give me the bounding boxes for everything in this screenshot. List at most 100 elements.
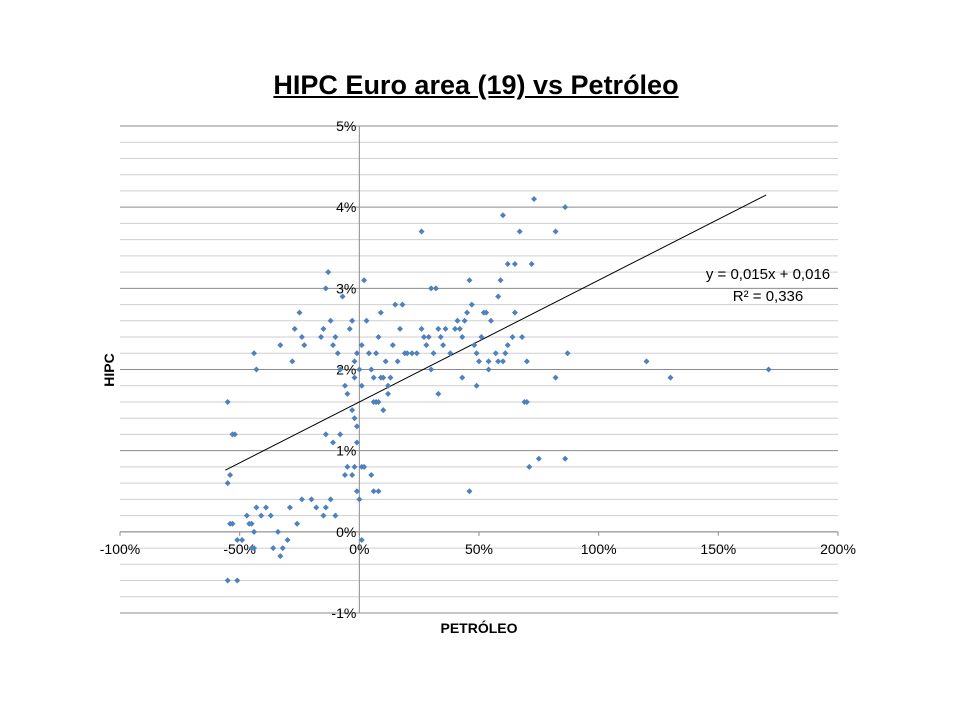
scatter-point [435, 390, 442, 397]
scatter-point [552, 228, 559, 235]
trendline-group [225, 194, 767, 471]
scatter-point [294, 520, 301, 527]
scatter-point [459, 374, 466, 381]
scatter-point [432, 285, 439, 292]
scatter-point [262, 504, 269, 511]
scatter-point [298, 496, 305, 503]
scatter-point [499, 212, 506, 219]
y-tick-label: 5% [336, 118, 356, 134]
scatter-point [341, 472, 348, 479]
scatter-point [320, 512, 327, 519]
x-axis-label: PETRÓLEO [440, 619, 517, 636]
scatter-point [339, 293, 346, 300]
scatter-point [224, 577, 231, 584]
scatter-point [373, 350, 380, 357]
scatter-point [349, 407, 356, 414]
scatter-point [368, 472, 375, 479]
scatter-point [473, 382, 480, 389]
scatter-point [231, 431, 238, 438]
scatter-point [251, 350, 258, 357]
scatter-point [322, 504, 329, 511]
scatter-point [351, 463, 358, 470]
scatter-point [526, 463, 533, 470]
scatter-point [461, 317, 468, 324]
trendline-equation: y = 0,015x + 0,016 R² = 0,336 [683, 264, 853, 308]
scatter-point [279, 545, 286, 552]
scatter-point [375, 398, 382, 405]
scatter-point [440, 342, 447, 349]
chart-title: HIPC Euro area (19) vs Petróleo [273, 70, 679, 100]
scatter-point [363, 317, 370, 324]
scatter-point [286, 504, 293, 511]
scatter-point [358, 536, 365, 543]
scatter-point [528, 260, 535, 267]
scatter-point [452, 325, 459, 332]
scatter-point [478, 334, 485, 341]
y-tick-label: -1% [331, 605, 356, 621]
scatter-point [476, 358, 482, 365]
y-tick-label: 2% [336, 362, 356, 378]
scatter-point [291, 325, 298, 332]
scatter-point [308, 496, 315, 503]
scatter-point [389, 342, 396, 349]
scatter-point [562, 455, 569, 462]
scatter-point [251, 545, 258, 552]
scatter-point [349, 317, 356, 324]
scatter-point [227, 472, 234, 479]
scatter-point [473, 350, 480, 357]
x-tick-label: -50% [223, 541, 256, 557]
scatter-point [504, 260, 511, 267]
scatter-point [351, 415, 358, 422]
scatter-point [349, 472, 356, 479]
scatter-point [296, 309, 303, 316]
scatter-point [258, 512, 265, 519]
scatter-point [344, 463, 351, 470]
scatter-point [535, 455, 542, 462]
scatter-point [466, 277, 473, 284]
scatter-point [492, 350, 499, 357]
scatter-point [289, 358, 296, 365]
scatter-point [243, 512, 250, 519]
scatter-point [253, 504, 260, 511]
scatter-point [466, 488, 473, 495]
data-points [224, 196, 772, 584]
scatter-point [327, 317, 334, 324]
scatter-point [471, 342, 478, 349]
scatter-point [377, 309, 384, 316]
scatter-point [519, 334, 526, 341]
scatter-point [499, 358, 506, 365]
y-tick-label: 4% [336, 199, 356, 215]
scatter-point [370, 374, 377, 381]
scatter-point [277, 553, 284, 560]
scatter-point [368, 366, 375, 373]
scatter-point [234, 536, 241, 543]
scatter-point [382, 358, 389, 365]
scatter-point [447, 350, 454, 357]
scatter-point [504, 342, 511, 349]
scatter-point [387, 374, 394, 381]
scatter-point [437, 334, 444, 341]
scatter-point [456, 325, 463, 332]
scatter-point [442, 325, 449, 332]
scatter-point [454, 317, 461, 324]
scatter-point [435, 325, 442, 332]
scatter-point [337, 366, 344, 373]
scatter-point [251, 528, 258, 535]
scatter-point [765, 366, 772, 373]
scatter-point [284, 536, 291, 543]
scatter-point [361, 277, 368, 284]
scatter-point [468, 301, 475, 308]
scatter-point [418, 325, 425, 332]
minor-gridlines [120, 141, 838, 598]
scatter-point [523, 358, 530, 365]
scatter-point [224, 480, 231, 487]
scatter-point [353, 423, 360, 430]
scatter-point [404, 350, 411, 357]
scatter-point [332, 334, 339, 341]
x-tick-label: 150% [700, 541, 736, 557]
scatter-point [318, 334, 325, 341]
scatter-point [351, 358, 358, 365]
scatter-point [375, 334, 382, 341]
scatter-point [298, 334, 305, 341]
